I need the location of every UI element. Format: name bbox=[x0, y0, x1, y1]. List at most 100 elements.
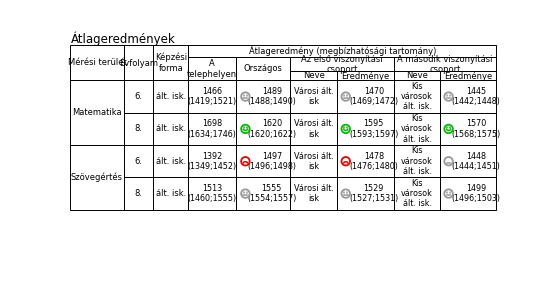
Bar bbox=[394, 145, 440, 178]
Bar bbox=[440, 145, 496, 178]
Bar bbox=[394, 80, 440, 113]
Text: 6.: 6. bbox=[135, 157, 143, 166]
Bar bbox=[290, 71, 337, 80]
Bar bbox=[236, 113, 290, 145]
Bar bbox=[188, 178, 236, 210]
Text: 1620
(1620;1622): 1620 (1620;1622) bbox=[247, 119, 296, 139]
Bar bbox=[188, 80, 236, 113]
Bar bbox=[290, 57, 394, 71]
Bar bbox=[124, 80, 153, 113]
Text: Neve: Neve bbox=[303, 71, 325, 80]
Text: 1529
(1527;1531): 1529 (1527;1531) bbox=[349, 184, 399, 203]
Bar bbox=[236, 145, 290, 178]
Circle shape bbox=[444, 157, 453, 166]
Bar bbox=[236, 178, 290, 210]
Circle shape bbox=[241, 125, 250, 133]
Text: 1555
(1554;1557): 1555 (1554;1557) bbox=[247, 184, 296, 203]
Circle shape bbox=[444, 125, 453, 133]
Text: Az első viszonyítási
csoport: Az első viszonyítási csoport bbox=[301, 54, 383, 74]
Text: Matematika: Matematika bbox=[72, 108, 122, 117]
Circle shape bbox=[444, 189, 453, 198]
Text: Kis
városok
ált. isk.: Kis városok ált. isk. bbox=[401, 114, 433, 144]
Text: Neve: Neve bbox=[406, 71, 428, 80]
Bar bbox=[290, 145, 337, 178]
Bar bbox=[153, 145, 188, 178]
Bar bbox=[337, 178, 394, 210]
Bar bbox=[153, 113, 188, 145]
Text: Eredménye: Eredménye bbox=[342, 71, 390, 81]
Text: Városi ált.
isk: Városi ált. isk bbox=[294, 119, 334, 139]
Bar bbox=[290, 80, 337, 113]
Text: Kis
városok
ált. isk.: Kis városok ált. isk. bbox=[401, 179, 433, 209]
Text: ált. isk.: ált. isk. bbox=[156, 92, 186, 101]
Text: Városi ált.
isk: Városi ált. isk bbox=[294, 87, 334, 106]
Bar bbox=[440, 80, 496, 113]
Text: Mérési terület: Mérési terület bbox=[67, 58, 126, 67]
Text: 1466
(1419;1521): 1466 (1419;1521) bbox=[188, 87, 237, 106]
Text: 1392
(1349;1452): 1392 (1349;1452) bbox=[188, 152, 237, 171]
Text: Kis
városok
ált. isk.: Kis városok ált. isk. bbox=[401, 82, 433, 111]
Text: Eredménye: Eredménye bbox=[444, 71, 492, 81]
Text: 8.: 8. bbox=[135, 189, 143, 198]
Text: 1489
(1488;1490): 1489 (1488;1490) bbox=[247, 87, 296, 106]
Text: 1445
(1442;1448): 1445 (1442;1448) bbox=[452, 87, 501, 106]
Text: Átlageredmény (megbízhatósági tartomány): Átlageredmény (megbízhatósági tartomány) bbox=[248, 46, 436, 56]
Text: Évfolyam: Évfolyam bbox=[119, 58, 158, 68]
Bar bbox=[290, 178, 337, 210]
Text: A
telephelyen: A telephelyen bbox=[187, 59, 237, 79]
Text: 1513
(1460;1555): 1513 (1460;1555) bbox=[188, 184, 237, 203]
Text: 1595
(1593;1597): 1595 (1593;1597) bbox=[349, 119, 399, 139]
Text: ált. isk.: ált. isk. bbox=[156, 125, 186, 133]
Circle shape bbox=[241, 189, 250, 198]
Text: Kis
városok
ált. isk.: Kis városok ált. isk. bbox=[401, 146, 433, 176]
Bar bbox=[188, 113, 236, 145]
Bar bbox=[124, 45, 153, 80]
Circle shape bbox=[444, 92, 453, 101]
Bar bbox=[440, 71, 496, 80]
Text: Országos: Országos bbox=[244, 64, 283, 73]
Bar bbox=[188, 45, 496, 57]
Text: Képzési
forma: Képzési forma bbox=[155, 53, 187, 73]
Bar bbox=[440, 113, 496, 145]
Text: Szövegértés: Szövegértés bbox=[71, 173, 123, 182]
Bar bbox=[124, 113, 153, 145]
Text: 1499
(1496;1503): 1499 (1496;1503) bbox=[452, 184, 501, 203]
Bar bbox=[394, 57, 496, 71]
Bar bbox=[70, 145, 124, 210]
Text: ált. isk.: ált. isk. bbox=[156, 157, 186, 166]
Bar bbox=[124, 178, 153, 210]
Bar bbox=[236, 80, 290, 113]
Bar bbox=[70, 45, 124, 80]
Circle shape bbox=[342, 92, 350, 101]
Bar bbox=[153, 80, 188, 113]
Bar bbox=[394, 178, 440, 210]
Bar bbox=[70, 80, 124, 145]
Circle shape bbox=[241, 92, 250, 101]
Bar bbox=[188, 145, 236, 178]
Text: 1470
(1469;1472): 1470 (1469;1472) bbox=[349, 87, 399, 106]
Circle shape bbox=[241, 157, 250, 166]
Bar bbox=[337, 145, 394, 178]
Text: Átlageredmények: Átlageredmények bbox=[71, 32, 176, 46]
Text: 8.: 8. bbox=[135, 125, 143, 133]
Text: ált. isk.: ált. isk. bbox=[156, 189, 186, 198]
Circle shape bbox=[342, 157, 350, 166]
Bar bbox=[440, 178, 496, 210]
Text: 1570
(1568;1575): 1570 (1568;1575) bbox=[452, 119, 501, 139]
Bar bbox=[124, 145, 153, 178]
Bar bbox=[337, 113, 394, 145]
Text: Városi ált.
isk: Városi ált. isk bbox=[294, 184, 334, 203]
Circle shape bbox=[342, 125, 350, 133]
Bar bbox=[337, 80, 394, 113]
Text: Városi ált.
isk: Városi ált. isk bbox=[294, 152, 334, 171]
Bar bbox=[153, 178, 188, 210]
Bar bbox=[236, 57, 290, 80]
Text: 1497
(1496;1498): 1497 (1496;1498) bbox=[247, 152, 296, 171]
Bar bbox=[337, 71, 394, 80]
Text: 1478
(1476;1480): 1478 (1476;1480) bbox=[349, 152, 398, 171]
Text: 6.: 6. bbox=[135, 92, 143, 101]
Bar bbox=[394, 113, 440, 145]
Circle shape bbox=[342, 189, 350, 198]
Bar bbox=[188, 57, 236, 80]
Bar bbox=[153, 45, 188, 80]
